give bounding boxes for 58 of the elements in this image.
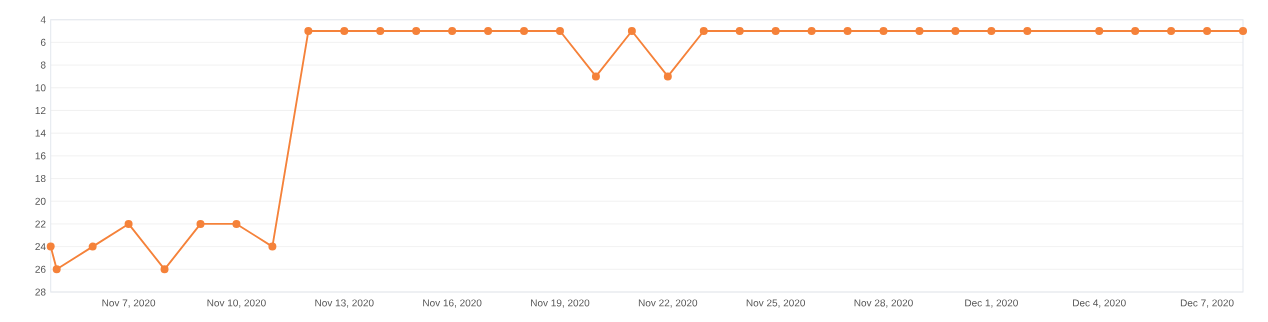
point bbox=[52, 265, 61, 274]
point bbox=[663, 72, 672, 81]
y-tick-label: 10 bbox=[35, 84, 46, 92]
y-tick-label: 6 bbox=[40, 38, 46, 46]
x-tick-label: Nov 19, 2020 bbox=[531, 299, 590, 308]
point bbox=[1203, 27, 1212, 36]
y-tick-label: 18 bbox=[35, 175, 46, 183]
point bbox=[699, 27, 708, 36]
x-tick-label: Nov 13, 2020 bbox=[315, 299, 374, 308]
point bbox=[555, 27, 564, 36]
point bbox=[88, 242, 97, 251]
y-tick-label: 4 bbox=[40, 16, 46, 24]
point bbox=[160, 265, 169, 274]
point bbox=[1095, 27, 1104, 36]
point bbox=[591, 72, 600, 81]
y-tick-label: 16 bbox=[35, 152, 46, 160]
point bbox=[627, 27, 636, 36]
point bbox=[304, 27, 313, 36]
x-tick-label: Nov 28, 2020 bbox=[854, 299, 913, 308]
point bbox=[376, 27, 385, 36]
y-tick-label: 22 bbox=[35, 220, 46, 228]
point bbox=[412, 27, 421, 36]
point bbox=[448, 27, 457, 36]
point bbox=[196, 219, 205, 228]
point bbox=[340, 27, 349, 36]
y-tick-label: 12 bbox=[35, 106, 46, 114]
point bbox=[232, 219, 241, 228]
point bbox=[915, 27, 924, 36]
point bbox=[771, 27, 780, 36]
point bbox=[1023, 27, 1032, 36]
point bbox=[843, 27, 852, 36]
point bbox=[1239, 27, 1248, 36]
y-tick-label: 14 bbox=[35, 129, 46, 137]
y-tick-label: 26 bbox=[35, 265, 46, 273]
point bbox=[484, 27, 493, 36]
x-tick-label: Nov 16, 2020 bbox=[423, 299, 482, 308]
point bbox=[1131, 27, 1140, 36]
x-tick-label: Nov 7, 2020 bbox=[102, 299, 156, 308]
point bbox=[879, 27, 888, 36]
point bbox=[1167, 27, 1176, 36]
y-tick-label: 20 bbox=[35, 197, 46, 205]
y-tick-label: 24 bbox=[35, 243, 46, 251]
x-tick-label: Dec 1, 2020 bbox=[965, 299, 1018, 308]
point bbox=[951, 27, 960, 36]
x-tick-label: Nov 10, 2020 bbox=[207, 299, 266, 308]
point bbox=[807, 27, 816, 36]
x-tick-label: Nov 25, 2020 bbox=[746, 299, 806, 308]
point bbox=[46, 242, 55, 251]
x-tick-label: Dec 4, 2020 bbox=[1073, 299, 1126, 308]
point bbox=[987, 27, 996, 36]
point bbox=[124, 219, 133, 228]
y-tick-label: 28 bbox=[35, 288, 46, 296]
point bbox=[268, 242, 277, 251]
point bbox=[735, 27, 744, 36]
x-tick-label: Dec 7, 2020 bbox=[1180, 299, 1234, 308]
x-tick-label: Nov 22, 2020 bbox=[638, 299, 698, 308]
y-tick-label: 8 bbox=[40, 61, 46, 69]
point bbox=[520, 27, 529, 36]
